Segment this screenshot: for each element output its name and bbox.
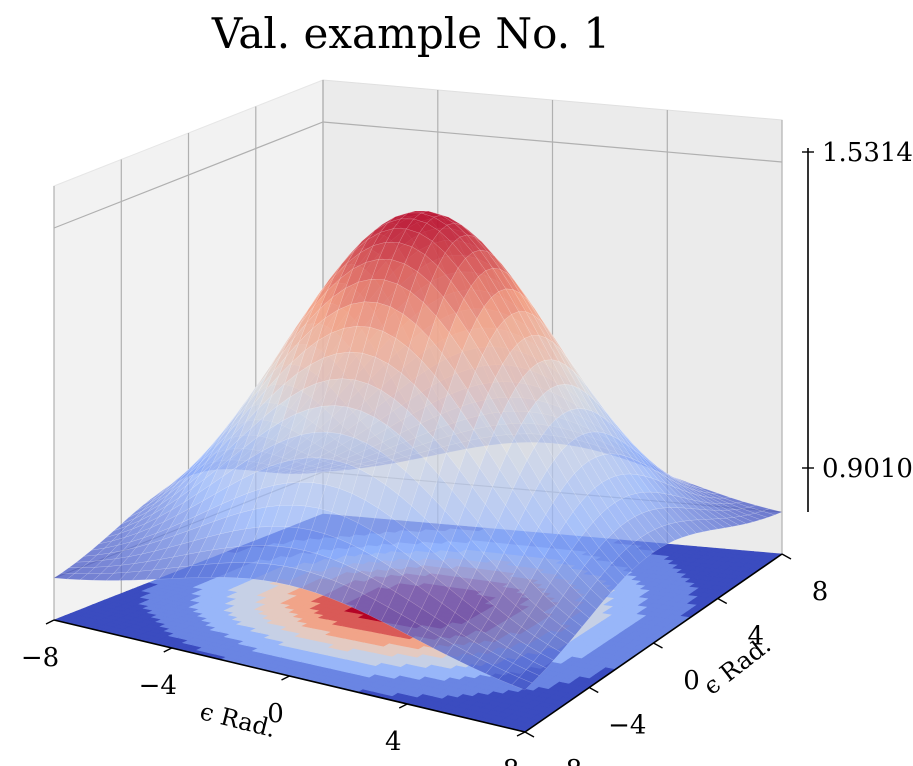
surface-mesh: [53, 210, 783, 691]
surface-patch: [754, 510, 776, 518]
chart-title: Val. example No. 1: [211, 9, 610, 58]
y-tick: [588, 686, 599, 694]
surface-patch: [711, 518, 733, 529]
z-tick-label: 0.9010: [822, 454, 913, 484]
y-tick-label: 0: [683, 666, 700, 696]
y-axis-label: ϵ Rad.: [698, 631, 776, 700]
surface-patch: [675, 520, 697, 536]
x-tick: [45, 619, 55, 625]
x-tick-label: −4: [139, 671, 177, 701]
surface-patch: [575, 597, 597, 619]
x-tick-label: 4: [385, 727, 402, 757]
y-tick-label: −4: [608, 711, 646, 741]
y-tick: [717, 597, 728, 605]
surface-patch: [704, 518, 726, 530]
surface-patch: [640, 532, 661, 553]
surface-patch: [761, 508, 783, 516]
y-tick-label: −8: [544, 755, 582, 766]
z-tick-label: 1.5314: [822, 138, 913, 168]
y-tick-label: 4: [747, 622, 764, 652]
grid-line: [53, 121, 783, 229]
surface-patch: [604, 562, 626, 586]
surface-patch: [511, 677, 533, 691]
surface-patch: [618, 548, 640, 571]
surface-patch: [611, 555, 633, 578]
surface-patch: [661, 523, 683, 541]
surface-patch: [633, 537, 654, 558]
y-tick: [524, 731, 535, 738]
x-tick: [163, 647, 173, 653]
surface-patch: [597, 570, 619, 593]
y-tick: [781, 553, 792, 560]
surface-patch: [689, 519, 712, 532]
y-tick: [653, 642, 663, 649]
surface-patch: [533, 652, 554, 669]
x-tick: [516, 731, 526, 737]
x-tick: [398, 703, 408, 709]
x-tick-label: 8: [503, 755, 520, 766]
x-tick: [281, 675, 290, 681]
tick-labels: −8 −4 0 4 8 −8 −4 0 4 8 0.9010 1.5314: [21, 138, 913, 766]
surface-patch: [568, 607, 590, 628]
surface-patch: [647, 529, 669, 549]
surface-patch: [625, 542, 647, 564]
x-tick-label: 0: [267, 699, 284, 729]
y-tick-label: 8: [812, 577, 829, 607]
surface-patch: [525, 661, 547, 677]
x-tick-label: −8: [21, 643, 59, 673]
